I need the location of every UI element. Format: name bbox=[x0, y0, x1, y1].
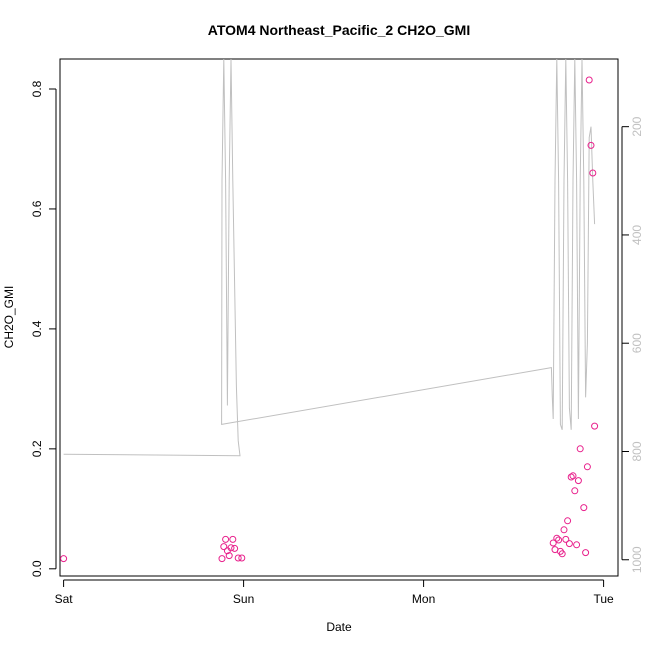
chart-title: ATOM4 Northeast_Pacific_2 CH2O_GMI bbox=[208, 22, 470, 38]
data-point bbox=[60, 555, 68, 563]
data-point bbox=[227, 544, 235, 552]
data-point bbox=[234, 554, 242, 562]
data-point bbox=[567, 473, 575, 481]
right-tick-label: 600 bbox=[630, 333, 644, 353]
pressure-line-layer bbox=[63, 58, 596, 457]
data-point bbox=[560, 526, 568, 534]
data-point bbox=[565, 540, 573, 548]
data-point bbox=[571, 487, 579, 495]
y-axis-label: CH2O_GMI bbox=[2, 286, 16, 349]
x-tick-label: Sun bbox=[233, 592, 254, 606]
x-tick-label: Mon bbox=[412, 592, 435, 606]
data-point bbox=[564, 517, 572, 525]
data-point bbox=[589, 169, 597, 177]
right-axis: 200 400 600 800 1000 bbox=[621, 116, 644, 573]
data-point bbox=[220, 543, 228, 551]
data-point bbox=[558, 550, 566, 558]
y-tick-label: 0.0 bbox=[30, 560, 44, 577]
right-tick-label: 200 bbox=[630, 116, 644, 136]
data-point bbox=[549, 539, 557, 547]
data-point bbox=[591, 422, 599, 430]
data-point bbox=[580, 504, 588, 512]
data-point bbox=[585, 76, 593, 84]
y-tick-label: 0.4 bbox=[30, 320, 44, 337]
pressure-line bbox=[63, 58, 596, 457]
data-point bbox=[573, 541, 581, 549]
x-tick-label: Sat bbox=[55, 592, 74, 606]
x-axis: Sat Sun Mon Tue bbox=[55, 579, 614, 606]
data-point bbox=[569, 472, 577, 480]
data-point bbox=[218, 555, 226, 563]
y-tick-label: 0.2 bbox=[30, 440, 44, 457]
data-point bbox=[582, 549, 590, 557]
data-point bbox=[238, 554, 246, 562]
data-point bbox=[555, 536, 563, 544]
x-tick-label: Tue bbox=[593, 592, 614, 606]
data-point bbox=[222, 535, 230, 543]
data-point bbox=[576, 445, 584, 453]
data-point bbox=[562, 535, 570, 543]
y-tick-label: 0.8 bbox=[30, 80, 44, 97]
data-point bbox=[225, 552, 233, 560]
x-axis-label: Date bbox=[326, 620, 352, 634]
data-point bbox=[587, 141, 595, 149]
plot-area bbox=[59, 58, 619, 577]
right-tick-label: 400 bbox=[630, 225, 644, 245]
right-tick-label: 800 bbox=[630, 441, 644, 461]
y-tick-label: 0.6 bbox=[30, 200, 44, 217]
data-point bbox=[553, 534, 561, 542]
y-axis: 0.0 0.2 0.4 0.6 0.8 bbox=[30, 80, 57, 577]
data-point bbox=[229, 535, 237, 543]
data-point bbox=[231, 544, 239, 552]
right-tick-label: 1000 bbox=[630, 546, 644, 573]
data-point bbox=[574, 477, 582, 485]
points-layer bbox=[60, 76, 599, 563]
data-point bbox=[583, 463, 591, 471]
